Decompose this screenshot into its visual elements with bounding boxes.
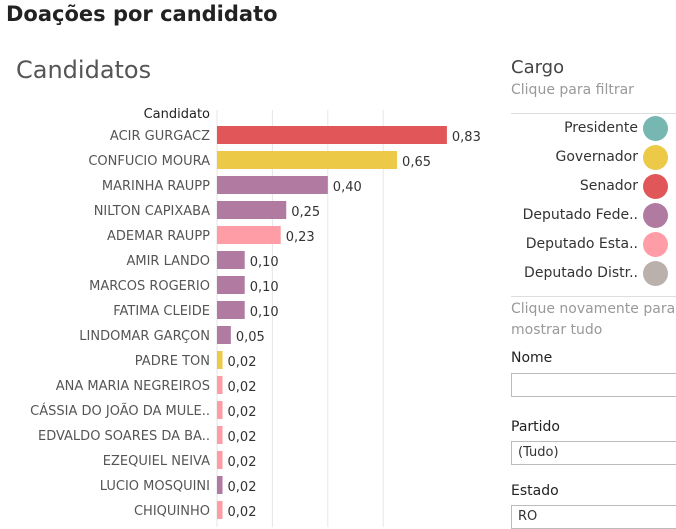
legend-hint: Clique para filtrar (511, 82, 634, 98)
chart-title: Candidatos (16, 56, 152, 84)
estado-select[interactable]: RO (511, 505, 676, 529)
data-label: 0,23 (286, 230, 315, 245)
partido-select[interactable]: (Tudo) (511, 441, 676, 465)
legend-item-label: Deputado Distr.. (524, 265, 638, 281)
bar (217, 176, 328, 194)
partido-label: Partido (511, 419, 560, 435)
category-label: ADEMAR RAUPP (107, 229, 210, 244)
category-label: MARCOS ROGERIO (89, 279, 210, 294)
bar (217, 451, 223, 469)
data-label: 0,02 (228, 405, 257, 420)
bar (217, 201, 287, 219)
bar (217, 376, 223, 394)
data-label: 0,65 (402, 155, 431, 170)
data-label: 0,25 (291, 205, 320, 220)
data-label: 0,10 (250, 255, 279, 270)
legend-item[interactable]: Presidente (511, 114, 676, 143)
legend-item[interactable]: Senador (511, 172, 676, 201)
legend-item-label: Governador (555, 149, 638, 165)
legend-item[interactable]: Governador (511, 143, 676, 172)
legend-item[interactable]: Deputado Fede.. (511, 201, 676, 230)
data-label: 0,40 (333, 180, 362, 195)
bar (217, 326, 231, 344)
bar (217, 276, 245, 294)
data-label: 0,02 (228, 380, 257, 395)
category-label: CONFUCIO MOURA (88, 154, 210, 169)
bar (217, 226, 281, 244)
legend-color-swatch (643, 116, 668, 141)
data-label: 0,10 (250, 305, 279, 320)
category-label: MARINHA RAUPP (102, 179, 210, 194)
cargo-legend: Presidente Governador Senador Deputado Fede… (511, 113, 676, 288)
category-label: EDVALDO SOARES DA BA.. (38, 429, 210, 444)
category-label: ANA MARIA NEGREIROS (56, 379, 210, 394)
category-label: LUCIO MOSQUINI (100, 479, 210, 494)
category-label: NILTON CAPIXABA (94, 204, 210, 219)
legend-color-swatch (643, 203, 668, 228)
bar (217, 501, 223, 519)
estado-label: Estado (511, 483, 559, 499)
legend-color-swatch (643, 174, 668, 199)
bar (217, 351, 223, 369)
category-label: ACIR GURGACZ (110, 129, 210, 144)
bar (217, 476, 223, 494)
bar-chart: Candidato ACIR GURGACZ 0,83 CONFUCIO MOURA 0… (30, 107, 481, 527)
legend-item-label: Deputado Fede.. (522, 207, 638, 223)
bar (217, 126, 447, 144)
category-label: FATIMA CLEIDE (113, 304, 210, 319)
category-label: PADRE TON (135, 354, 210, 369)
data-label: 0,05 (236, 330, 265, 345)
legend-color-swatch (643, 261, 668, 286)
data-label: 0,02 (228, 480, 257, 495)
category-header: Candidato (144, 107, 210, 122)
page-title: Doações por candidato (6, 2, 278, 26)
data-label: 0,02 (228, 455, 257, 470)
legend-item-label: Presidente (564, 120, 638, 136)
legend-color-swatch (643, 232, 668, 257)
bar (217, 401, 223, 419)
nome-input-box[interactable] (511, 373, 676, 397)
legend-item-label: Senador (579, 178, 638, 194)
legend-item[interactable]: Deputado Distr.. (511, 259, 676, 288)
category-label: EZEQUIEL NEIVA (103, 454, 210, 469)
data-label: 0,02 (228, 430, 257, 445)
data-label: 0,02 (228, 505, 257, 520)
bar (217, 426, 223, 444)
nome-input[interactable] (518, 377, 674, 393)
bar (217, 301, 245, 319)
filter-panel: Cargo Clique para filtrar Presidente Gove… (511, 0, 676, 529)
bar (217, 151, 398, 169)
legend-item-label: Deputado Esta.. (525, 236, 638, 252)
nome-label: Nome (511, 350, 553, 366)
legend-color-swatch (643, 145, 668, 170)
data-label: 0,10 (250, 280, 279, 295)
category-label: CÁSSIA DO JOÃO DA MULE.. (30, 403, 210, 419)
legend-title: Cargo (511, 57, 565, 78)
legend-item[interactable]: Deputado Esta.. (511, 230, 676, 259)
data-label: 0,02 (228, 355, 257, 370)
category-label: CHIQUINHO (134, 504, 210, 519)
category-label: AMIR LANDO (126, 254, 210, 269)
bar (217, 251, 245, 269)
reset-hint: Clique novamente para mostrar tudo (511, 296, 676, 341)
data-label: 0,83 (452, 130, 481, 145)
category-label: LINDOMAR GARÇON (79, 329, 210, 344)
